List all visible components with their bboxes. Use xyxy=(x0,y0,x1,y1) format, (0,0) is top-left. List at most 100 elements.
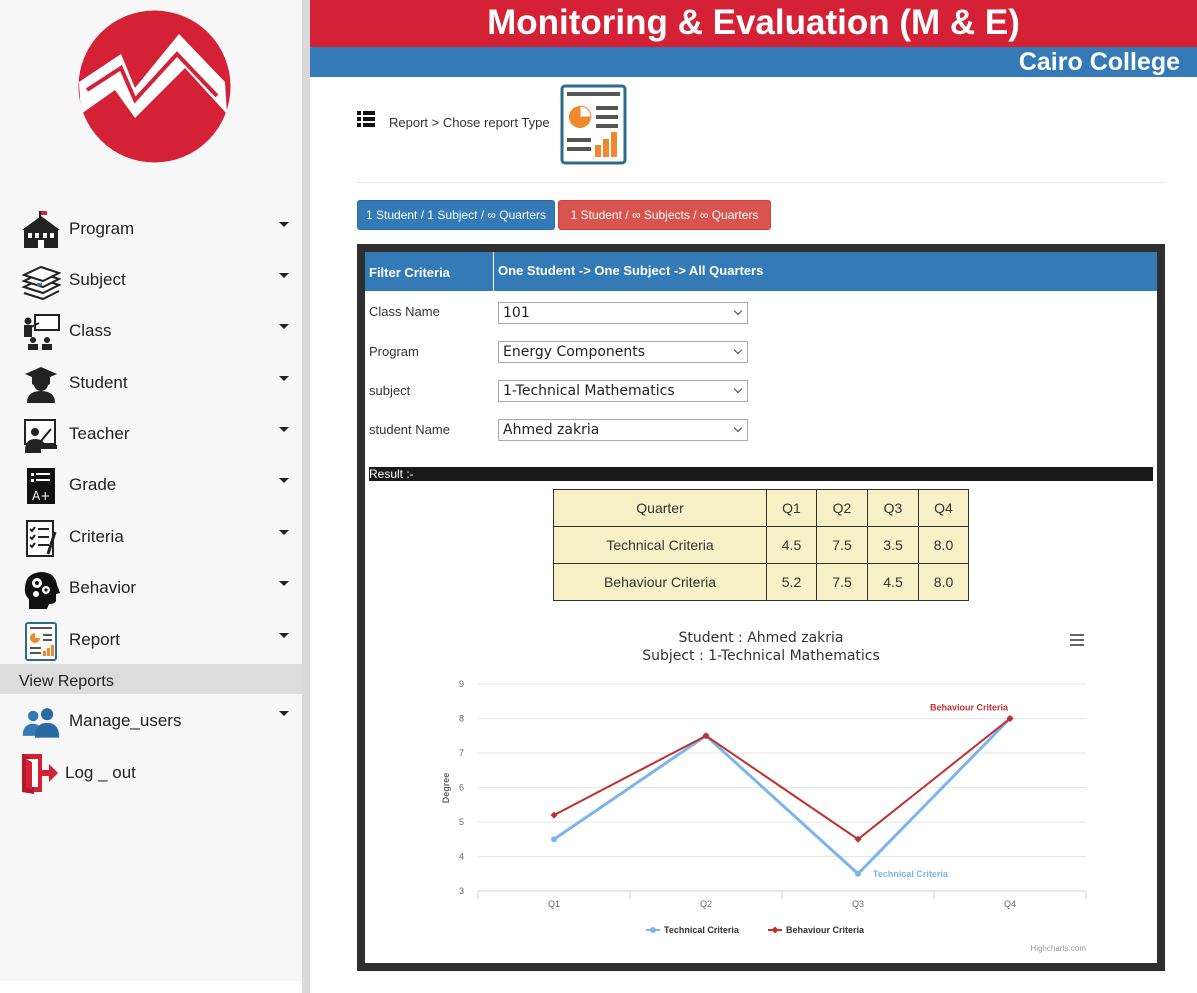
class-name-select[interactable]: 101 xyxy=(498,302,748,324)
graduate-icon xyxy=(25,367,57,403)
table-row: Technical Criteria 4.5 7.5 3.5 8.0 xyxy=(553,526,969,564)
sidebar-item-behavior[interactable]: Behavior xyxy=(0,565,302,611)
legend-item[interactable]: Technical Criteria xyxy=(646,925,740,935)
table-header-cell: Q2 xyxy=(816,489,868,527)
data-point[interactable] xyxy=(855,870,861,877)
sidebar-subitem-label: View Reports xyxy=(19,673,114,690)
series-label: Behaviour Criteria xyxy=(930,703,1009,713)
sidebar-item-label: Subject xyxy=(69,270,126,289)
sidebar-item-criteria[interactable]: Criteria xyxy=(0,514,302,560)
sidebar-divider[interactable] xyxy=(302,0,310,993)
logout-button[interactable]: Log _ out xyxy=(0,749,302,795)
filter-criteria-label: Filter Criteria xyxy=(369,265,450,280)
divider xyxy=(357,182,1165,183)
data-point[interactable] xyxy=(550,811,558,819)
list-icon xyxy=(357,111,375,127)
button-label: 1 Student / 1 Subject / ∞ Quarters xyxy=(366,208,546,222)
table-header-cell: Q1 xyxy=(766,489,817,527)
table-header-row: Quarter Q1 Q2 Q3 Q4 xyxy=(553,489,969,527)
table-row: Behaviour Criteria 5.2 7.5 4.5 8.0 xyxy=(553,563,969,601)
sidebar-item-manage-users[interactable]: Manage_users xyxy=(0,698,302,744)
legend-item[interactable]: Behaviour Criteria xyxy=(768,925,865,935)
report-type-title: One Student -> One Subject -> All Quarte… xyxy=(498,263,764,278)
x-tick-label: Q2 xyxy=(700,899,712,909)
table-header-cell: Q3 xyxy=(867,489,919,527)
svg-text:A+: A+ xyxy=(32,489,50,503)
student-name-select[interactable]: Ahmed zakria xyxy=(498,419,748,441)
y-axis-title: Degree xyxy=(441,773,451,804)
caret-down-icon xyxy=(279,633,289,638)
chart-subtitle: Subject : 1-Technical Mathematics xyxy=(642,648,880,664)
caret-down-icon xyxy=(279,478,289,483)
all-subjects-report-button[interactable]: 1 Student / ∞ Subjects / ∞ Quarters xyxy=(558,200,771,230)
table-cell: 5.2 xyxy=(766,563,817,601)
sidebar-item-label: Program xyxy=(69,219,135,238)
sidebar-item-student[interactable]: Student xyxy=(0,360,302,406)
line-chart: Student : Ahmed zakria Subject : 1-Techn… xyxy=(441,630,1087,953)
select-value: 1-Technical Mathematics xyxy=(503,383,675,399)
data-point[interactable] xyxy=(702,732,710,740)
series-line xyxy=(553,717,1012,876)
y-tick-label: 4 xyxy=(459,852,464,862)
sidebar-bottom-strip xyxy=(0,981,302,993)
sidebar-item-grade[interactable]: A+ Grade xyxy=(0,462,302,508)
panel-header: Filter Criteria One Student -> One Subje… xyxy=(365,252,1157,291)
y-tick-label: 8 xyxy=(459,714,464,724)
users-icon xyxy=(22,708,60,738)
one-subject-report-button[interactable]: 1 Student / 1 Subject / ∞ Quarters xyxy=(357,200,555,230)
series-line xyxy=(553,717,1011,841)
head-gears-icon xyxy=(24,572,60,609)
legend-label: Technical Criteria xyxy=(664,925,740,935)
logout-icon xyxy=(22,754,58,794)
data-point[interactable] xyxy=(1006,715,1014,722)
classroom-icon xyxy=(24,314,60,350)
data-point[interactable] xyxy=(854,835,862,843)
data-point[interactable] xyxy=(551,836,557,843)
grade-icon: A+ xyxy=(27,468,55,504)
sidebar-item-label: Class xyxy=(69,321,112,340)
teacher-icon xyxy=(24,419,57,453)
chart-series: Technical Criteria Behaviour Criteria xyxy=(550,703,1014,879)
table-cell: 4.5 xyxy=(867,563,919,601)
table-cell: Behaviour Criteria xyxy=(553,563,767,601)
chevron-down-icon xyxy=(733,384,743,394)
sidebar-item-label: Report xyxy=(69,630,121,649)
sidebar-item-program[interactable]: Program xyxy=(0,206,302,252)
sidebar-item-report[interactable]: Report xyxy=(0,617,302,663)
button-label: 1 Student / ∞ Subjects / ∞ Quarters xyxy=(570,208,759,222)
sidebar-item-subject[interactable]: Subject xyxy=(0,257,302,303)
table-cell: Technical Criteria xyxy=(553,526,767,564)
table-cell: 4.5 xyxy=(766,526,817,564)
app-header: Monitoring & Evaluation (M & E) xyxy=(310,0,1197,47)
subject-select[interactable]: 1-Technical Mathematics xyxy=(498,380,748,402)
series-label: Technical Criteria xyxy=(873,869,949,879)
chevron-down-icon xyxy=(733,306,743,316)
legend-label: Behaviour Criteria xyxy=(786,925,865,935)
checklist-icon xyxy=(26,520,57,557)
y-tick-label: 9 xyxy=(459,679,464,689)
class-name-label: Class Name xyxy=(369,304,440,319)
chevron-down-icon xyxy=(733,423,743,433)
x-tick-label: Q1 xyxy=(548,899,560,909)
sidebar-subitem-view-reports[interactable]: View Reports xyxy=(0,664,302,694)
select-value: Energy Components xyxy=(503,344,646,360)
table-header-cell: Quarter xyxy=(553,489,767,527)
sidebar-item-label: Student xyxy=(69,373,128,392)
program-select[interactable]: Energy Components xyxy=(498,341,748,363)
caret-down-icon xyxy=(279,530,289,535)
chart-title: Student : Ahmed zakria xyxy=(678,630,843,646)
table-cell: 8.0 xyxy=(918,526,969,564)
result-label: Result :- xyxy=(369,467,414,481)
sidebar-item-class[interactable]: Class xyxy=(0,308,302,354)
sidebar-item-teacher[interactable]: Teacher xyxy=(0,411,302,457)
report-icon xyxy=(560,84,627,165)
chart-menu-icon[interactable] xyxy=(1070,634,1084,646)
logout-label: Log _ out xyxy=(65,763,136,782)
legend-marker xyxy=(771,926,779,934)
student-name-label: student Name xyxy=(369,422,450,437)
program-label: Program xyxy=(369,344,419,359)
sidebar-item-label: Behavior xyxy=(69,578,137,597)
caret-down-icon xyxy=(279,222,289,227)
college-logo xyxy=(78,10,231,163)
result-bar: Result :- xyxy=(369,467,1153,481)
